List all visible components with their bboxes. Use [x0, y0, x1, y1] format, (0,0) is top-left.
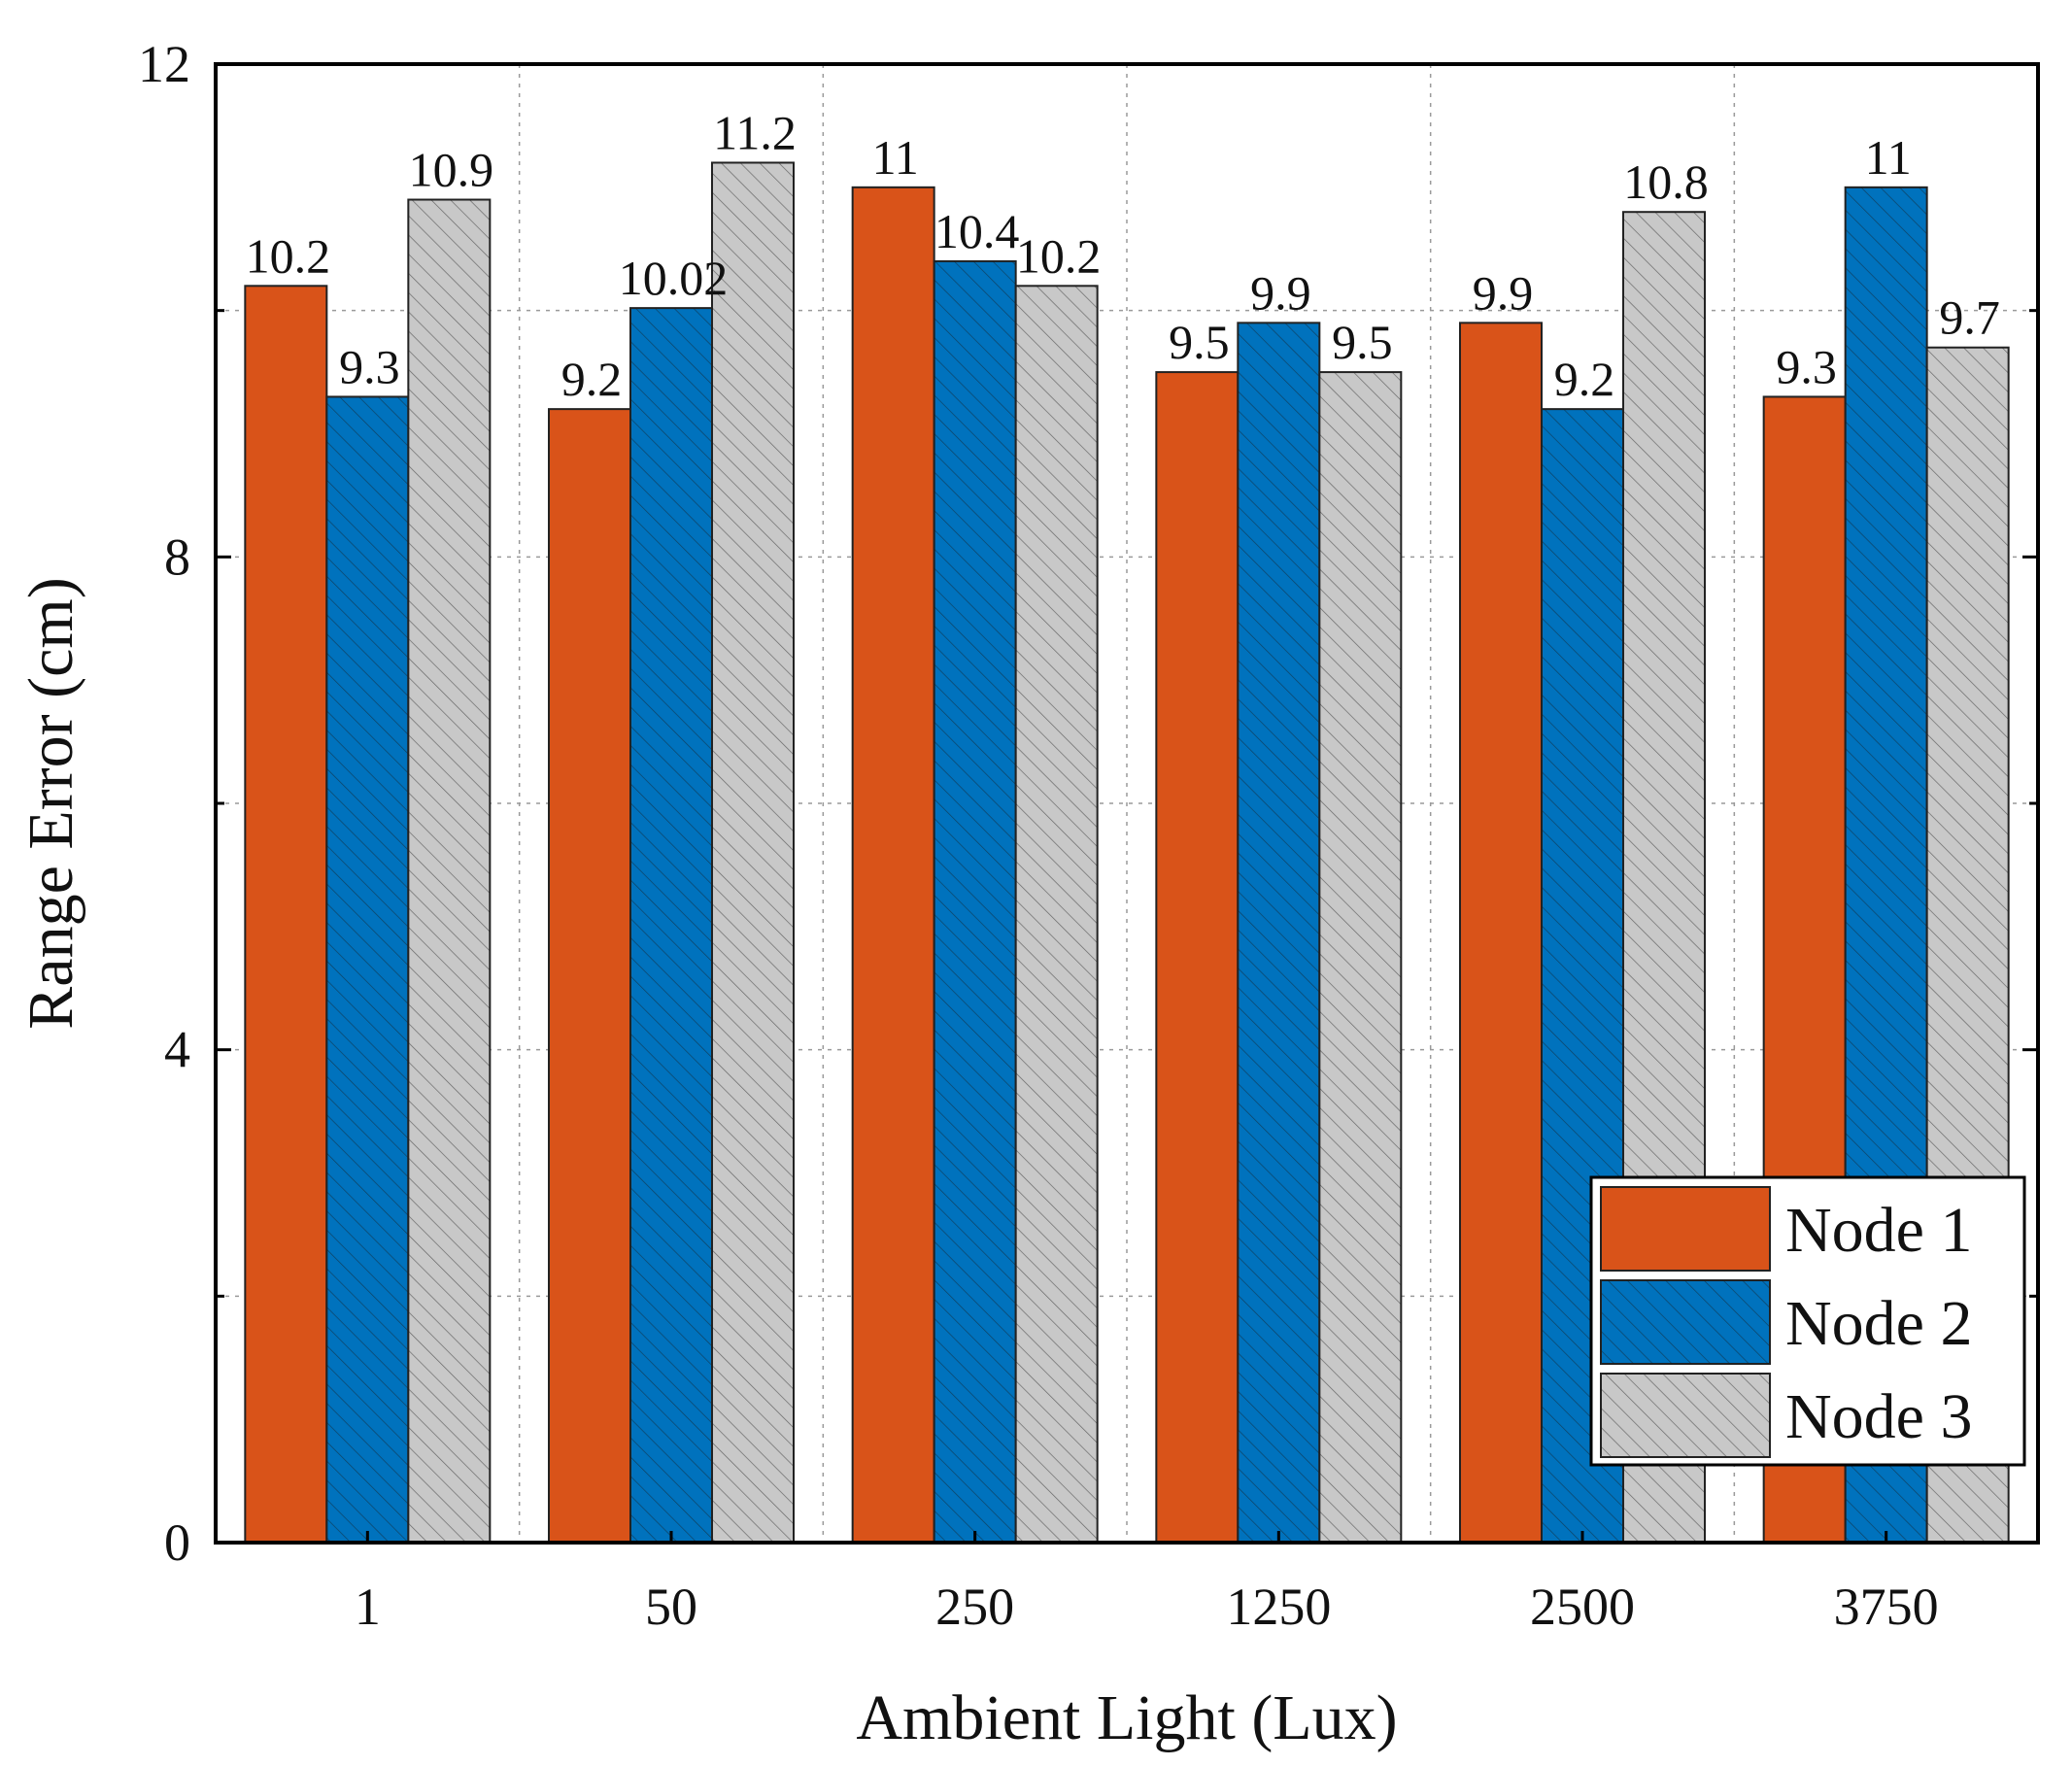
bar-hatch: [1319, 372, 1402, 1543]
y-tick-label: 4: [164, 1021, 190, 1079]
x-tick-label: 2500: [1530, 1578, 1635, 1636]
bar-hatch: [326, 396, 409, 1544]
data-label: 9.7: [1939, 290, 2000, 345]
legend-label: Node 1: [1785, 1195, 1972, 1266]
bar: [548, 408, 631, 1545]
x-tick-label: 1: [355, 1578, 381, 1636]
y-tick-label: 8: [164, 527, 190, 586]
bar: [1155, 371, 1240, 1544]
data-label: 10.9: [409, 143, 494, 197]
data-label: 9.9: [1250, 265, 1311, 320]
data-label: 9.2: [1554, 352, 1615, 406]
data-label: 9.5: [1332, 315, 1393, 369]
bar-hatch: [408, 199, 491, 1544]
data-label: 9.5: [1169, 315, 1230, 369]
data-label: 9.9: [1473, 265, 1534, 320]
x-tick-label: 1250: [1226, 1578, 1331, 1636]
legend-label: Node 2: [1785, 1288, 1972, 1359]
data-label: 9.2: [561, 352, 623, 406]
x-tick-label: 50: [645, 1578, 697, 1636]
data-label: 10.2: [1016, 228, 1102, 283]
bar-hatch: [1015, 286, 1098, 1543]
data-label: 11: [1865, 130, 1912, 185]
grid: [216, 64, 2038, 1543]
data-label: 10.2: [246, 228, 331, 283]
x-tick-label: 3750: [1834, 1578, 1939, 1636]
data-label: 10.02: [619, 251, 729, 305]
legend-swatch: [1600, 1186, 1771, 1272]
bar-hatch: [934, 260, 1016, 1543]
bar: [851, 186, 935, 1544]
bar-hatch: [712, 162, 794, 1543]
bar: [244, 285, 328, 1544]
data-label: 11: [872, 130, 919, 185]
data-label: 9.3: [1776, 339, 1837, 393]
data-label: 9.3: [339, 339, 400, 393]
bar-hatch: [630, 308, 712, 1543]
axis-ticks: 0 4 8 12 1 50 250 1250 2500 3750: [138, 35, 2038, 1636]
y-tick-label: 12: [138, 35, 190, 93]
bar-hatch: [1238, 323, 1320, 1544]
x-axis-title: Ambient Light (Lux): [856, 1682, 1397, 1753]
x-tick-label: 250: [935, 1578, 1014, 1636]
legend-swatch-hatch: [1601, 1280, 1770, 1364]
legend-swatch-hatch: [1601, 1374, 1770, 1457]
y-tick-label: 0: [164, 1513, 190, 1572]
legend: Node 1 Node 2 Node 3: [1589, 1175, 2026, 1467]
bar: [1459, 322, 1543, 1545]
y-axis-title: Range Error (cm): [16, 577, 86, 1029]
legend-label: Node 3: [1785, 1381, 1972, 1452]
data-label: 11.2: [713, 105, 797, 159]
data-label: 10.4: [934, 204, 1020, 258]
data-label: 10.8: [1623, 154, 1709, 209]
